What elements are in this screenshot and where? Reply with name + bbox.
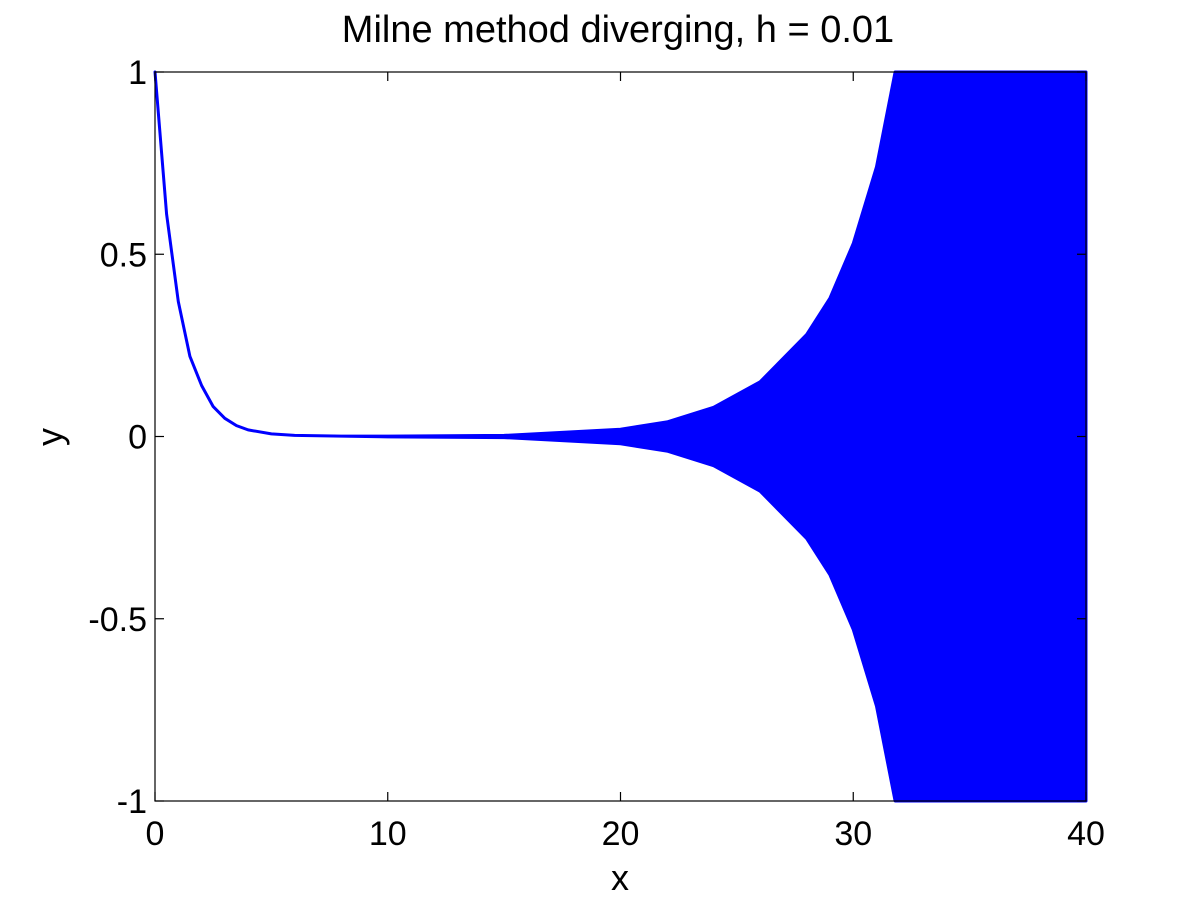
x-tick-label: 30	[834, 815, 872, 853]
y-axis-label: y	[29, 428, 70, 446]
x-tick-label: 40	[1067, 815, 1105, 853]
y-tick-label: -1	[117, 783, 147, 821]
x-tick-label: 0	[146, 815, 165, 853]
y-tick-label: -0.5	[88, 601, 147, 639]
x-axis-label: x	[611, 857, 629, 898]
x-tick-label: 20	[602, 815, 640, 853]
x-tick-label: 10	[369, 815, 407, 853]
y-tick-label: 0.5	[100, 236, 147, 274]
chart-title: Milne method diverging, h = 0.01	[342, 9, 894, 51]
y-tick-label: 0	[128, 419, 147, 457]
tick-layer: 0 10 20 30 40 -1 -0.5 0 0.5 1	[88, 54, 1105, 853]
y-tick-label: 1	[128, 54, 147, 92]
